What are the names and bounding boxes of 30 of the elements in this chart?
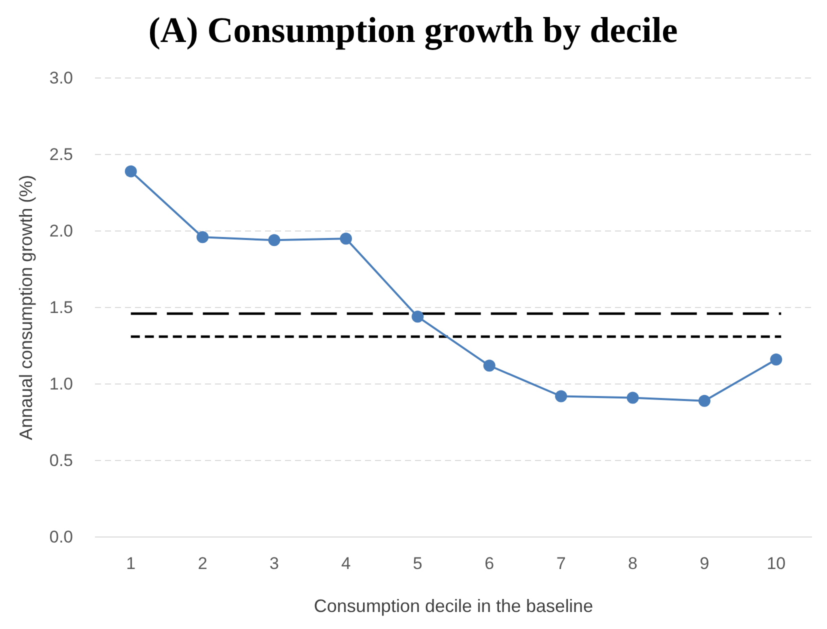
y-tick-label: 1.5 [49, 298, 73, 317]
y-tick-label: 0.0 [49, 527, 73, 546]
point [268, 234, 280, 246]
x-tick-label: 10 [766, 554, 786, 574]
point [626, 392, 639, 404]
x-axis-title: Consumption decile in the baseline [314, 596, 594, 616]
y-tick-label: 0.5 [49, 450, 73, 470]
x-tick-label: 4 [341, 554, 351, 574]
y-tick-label: 2.5 [49, 144, 73, 164]
x-tick-label: 6 [484, 554, 494, 574]
y-tick-label: 1.0 [49, 374, 73, 394]
point [555, 390, 568, 402]
chart-title: (A) Consumption growth by decile [148, 10, 678, 50]
x-tick-label: 3 [270, 554, 279, 574]
point [340, 232, 352, 245]
y-tick-label: 2.0 [49, 221, 73, 240]
x-tick-label: 8 [628, 554, 638, 574]
point [412, 310, 424, 323]
x-tick-label: 7 [556, 554, 566, 574]
x-tick-label: 9 [700, 554, 710, 574]
x-tick-label: 5 [412, 554, 422, 574]
point [698, 394, 710, 407]
y-axis-title: Annaual consumption growth (%) [16, 174, 36, 440]
point [483, 360, 496, 372]
y-tick-label: 3.0 [49, 68, 73, 88]
x-tick-label: 2 [198, 554, 208, 574]
x-tick-label: 1 [126, 554, 136, 574]
point [124, 165, 137, 178]
point [770, 354, 782, 366]
point [196, 231, 209, 244]
